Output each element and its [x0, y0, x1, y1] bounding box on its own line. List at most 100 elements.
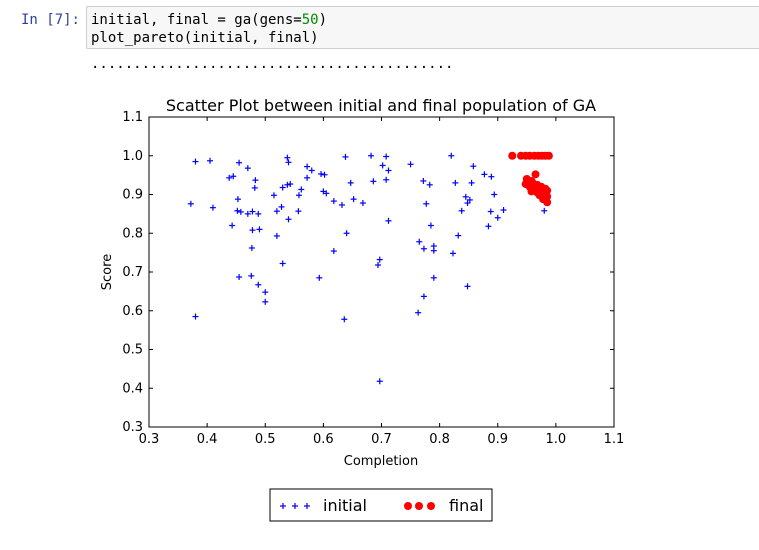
- initial-point: [426, 181, 433, 188]
- initial-point: [485, 223, 492, 230]
- legend-initial-marker: [280, 503, 310, 509]
- initial-point: [285, 216, 292, 223]
- initial-point: [295, 192, 302, 199]
- x-tick-label: 1.1: [604, 432, 625, 447]
- x-tick-label: 0.3: [139, 432, 160, 447]
- initial-point: [385, 217, 392, 224]
- code-line-2: plot_pareto(initial, final): [91, 30, 319, 46]
- initial-point: [251, 184, 258, 191]
- initial-point: [448, 152, 455, 159]
- initial-point: [415, 309, 422, 316]
- initial-point: [449, 250, 456, 257]
- initial-point: [470, 163, 477, 170]
- final-point: [544, 151, 553, 160]
- cell-prompt: In [7]:: [20, 12, 80, 28]
- initial-point: [187, 200, 194, 207]
- initial-point: [420, 177, 427, 184]
- initial-point: [316, 274, 323, 281]
- initial-point: [304, 174, 311, 181]
- code-text: initial, final = ga(gens=: [91, 12, 302, 28]
- initial-point: [279, 260, 286, 267]
- initial-point: [379, 162, 386, 169]
- initial-point: [248, 244, 255, 251]
- y-tick-label: 1.1: [122, 110, 143, 125]
- initial-point: [376, 378, 383, 385]
- initial-point: [226, 174, 233, 181]
- x-axis-label: Completion: [344, 454, 418, 469]
- y-tick-label: 0.4: [122, 381, 143, 396]
- initial-point: [244, 210, 251, 217]
- initial-point: [249, 227, 256, 234]
- initial-point: [481, 171, 488, 178]
- y-axis-label: Score: [100, 254, 115, 290]
- initial-point: [284, 181, 291, 188]
- initial-point: [462, 193, 469, 200]
- legend-final-marker: [404, 502, 435, 510]
- initial-point: [491, 191, 498, 198]
- initial-point: [427, 222, 434, 229]
- initial-point: [370, 178, 377, 185]
- initial-point: [452, 179, 459, 186]
- initial-point: [500, 207, 507, 213]
- initial-point: [234, 196, 241, 203]
- progress-dots: ........................................…: [91, 56, 454, 72]
- code-number: 50: [301, 12, 319, 28]
- initial-point: [430, 274, 437, 281]
- series-layer: [187, 151, 553, 385]
- initial-point: [284, 154, 291, 161]
- initial-point: [304, 163, 311, 170]
- initial-point: [278, 203, 285, 210]
- initial-point: [423, 200, 430, 207]
- initial-point: [375, 262, 382, 269]
- initial-point: [468, 179, 475, 186]
- legend-final-dot: [404, 502, 412, 510]
- initial-point: [255, 281, 262, 288]
- initial-point: [385, 167, 392, 174]
- initial-point: [229, 222, 236, 229]
- initial-point: [455, 232, 462, 239]
- initial-point: [262, 298, 269, 305]
- initial-point: [430, 247, 437, 254]
- initial-point: [466, 196, 473, 203]
- initial-point: [234, 207, 241, 214]
- plot-area: [148, 116, 615, 428]
- initial-point: [248, 272, 255, 279]
- code-text: ): [318, 12, 328, 28]
- x-tick-label: 0.9: [487, 432, 508, 447]
- code-cell-input[interactable]: initial, final = ga(gens=50) plot_pareto…: [86, 6, 759, 49]
- initial-point: [541, 207, 548, 214]
- initial-point: [368, 152, 375, 159]
- x-tick-label: 0.4: [197, 432, 218, 447]
- initial-point: [487, 208, 494, 215]
- final-point: [528, 178, 537, 187]
- initial-point: [420, 293, 427, 300]
- initial-point: [488, 173, 495, 180]
- initial-point: [343, 230, 350, 237]
- legend-final-label: final: [449, 496, 483, 515]
- x-tick-label: 0.8: [429, 432, 450, 447]
- initial-point: [298, 186, 305, 193]
- y-tick-label: 0.9: [122, 188, 143, 203]
- initial-point: [230, 173, 237, 180]
- initial-point: [407, 161, 414, 168]
- initial-point: [330, 198, 337, 205]
- initial-point: [209, 204, 216, 211]
- x-tick-label: 0.5: [255, 432, 276, 447]
- initial-point: [494, 214, 501, 221]
- initial-point: [420, 245, 427, 252]
- y-tick-label: 0.6: [122, 304, 143, 319]
- y-tick-label: 0.8: [122, 226, 143, 241]
- y-tick-label: 0.3: [122, 420, 143, 435]
- legend-initial-label: initial: [323, 496, 367, 515]
- legend-initial-plus: [304, 503, 310, 509]
- initial-point: [255, 210, 262, 217]
- initial-point: [236, 159, 243, 166]
- initial-point: [279, 184, 286, 191]
- y-tick-label: 0.7: [122, 265, 143, 280]
- initial-point: [416, 238, 423, 245]
- initial-point: [249, 208, 256, 215]
- initial-point: [318, 170, 325, 177]
- final-point: [543, 186, 552, 195]
- initial-point: [383, 153, 390, 160]
- x-tick-label: 0.7: [371, 432, 392, 447]
